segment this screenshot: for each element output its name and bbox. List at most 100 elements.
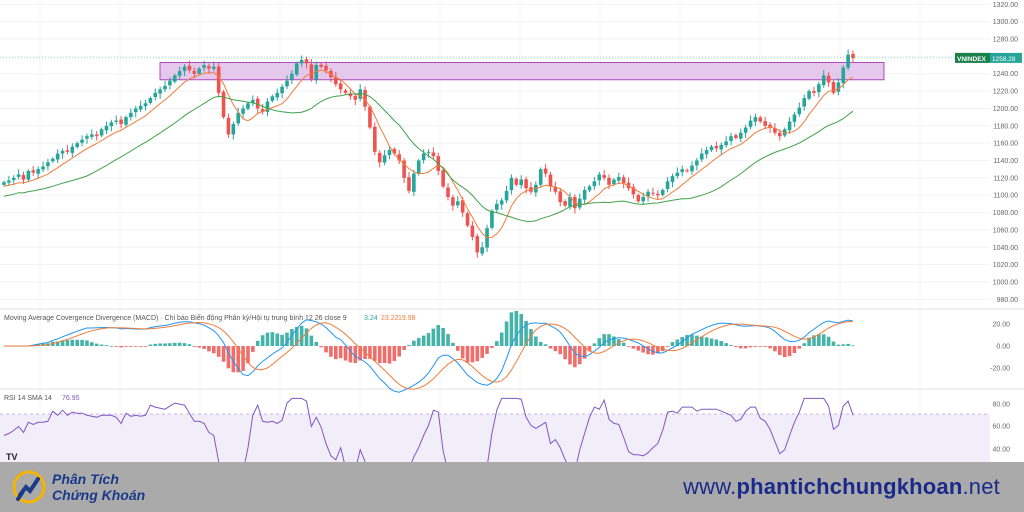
- candle-body: [7, 180, 11, 183]
- y-tick-label: 1000.00: [993, 279, 1018, 286]
- candle-body: [236, 112, 241, 124]
- macd-bar: [553, 346, 558, 352]
- rsi-tick-label: 60.00: [992, 424, 1010, 431]
- macd-bar: [729, 345, 733, 346]
- tradingview-logo: TV: [6, 452, 18, 462]
- macd-bar: [226, 346, 231, 369]
- brand-logo-icon: [12, 470, 46, 504]
- candle-body: [787, 121, 792, 131]
- macd-bar: [412, 340, 416, 346]
- candle-body: [382, 155, 387, 163]
- candle-body: [480, 247, 484, 254]
- macd-bar: [851, 345, 855, 347]
- macd-bar: [392, 346, 397, 361]
- macd-bar: [509, 312, 514, 346]
- macd-bar: [236, 346, 241, 373]
- macd-bar: [255, 340, 260, 346]
- candle-body: [90, 134, 94, 137]
- macd-bar: [290, 329, 294, 346]
- candle-body: [80, 139, 84, 143]
- macd-bar: [709, 338, 714, 346]
- candle-body: [495, 203, 499, 210]
- macd-bar: [582, 346, 587, 359]
- macd-bar: [260, 335, 265, 346]
- candle-body: [36, 169, 40, 174]
- symbol-label-bg: [955, 52, 990, 63]
- macd-bar: [543, 344, 548, 346]
- candle-body: [441, 170, 445, 187]
- macd-bar: [704, 337, 709, 346]
- candle-body: [75, 143, 79, 147]
- macd-bar: [480, 346, 484, 358]
- candle-body: [763, 121, 767, 126]
- macd-bar: [763, 346, 767, 347]
- candle-body: [660, 190, 665, 195]
- macd-bar: [285, 332, 289, 346]
- candle-body: [675, 172, 680, 177]
- macd-bar: [685, 334, 689, 346]
- candle-body: [416, 160, 421, 174]
- last-value-bg: [990, 52, 1022, 63]
- macd-bar: [241, 346, 245, 371]
- macd-bar: [231, 346, 236, 373]
- chart-area[interactable]: 1320.001300.001280.001260.001240.001220.…: [0, 0, 1024, 462]
- macd-bar: [324, 346, 328, 353]
- candle-body: [582, 190, 587, 200]
- macd-bar: [55, 341, 60, 346]
- macd-bar: [773, 346, 777, 352]
- macd-bar: [782, 346, 787, 358]
- candle-body: [734, 135, 738, 138]
- macd-bar: [129, 346, 133, 347]
- y-tick-label: 1180.00: [993, 123, 1018, 130]
- candle-body: [729, 136, 733, 142]
- macd-bar: [748, 346, 753, 348]
- macd-bar: [358, 346, 362, 361]
- candle-body: [94, 134, 99, 137]
- macd-bar: [177, 342, 182, 346]
- candle-body: [124, 117, 128, 125]
- candle-body: [670, 176, 675, 183]
- candle-body: [216, 66, 221, 93]
- macd-bar: [407, 344, 411, 346]
- candle-body: [377, 152, 382, 163]
- candle-body: [265, 101, 270, 112]
- candle-body: [143, 103, 148, 107]
- candle-body: [60, 150, 65, 154]
- candle-body: [709, 146, 714, 151]
- candle-body: [724, 141, 728, 146]
- footer-banner: Phân Tích Chứng Khoán www.phantichchungk…: [0, 462, 1024, 512]
- candle-body: [465, 213, 470, 226]
- candle-body: [665, 181, 670, 189]
- rsi-legend: RSI 14 SMA 14: [4, 395, 52, 402]
- y-tick-label: 1020.00: [993, 262, 1018, 269]
- candle-body: [778, 132, 782, 137]
- symbol-label: VNINDEX: [957, 56, 987, 63]
- candle-body: [168, 80, 172, 86]
- brand[interactable]: Phân Tích Chứng Khoán: [12, 468, 145, 506]
- macd-bar: [373, 346, 377, 361]
- macd-bar: [641, 346, 645, 353]
- macd-bar: [573, 346, 577, 368]
- site-url[interactable]: www.phantichchungkhoan.net: [683, 474, 1000, 500]
- macd-bar: [114, 346, 119, 347]
- candle-body: [294, 63, 299, 75]
- ma-slow-line: [3, 92, 854, 223]
- candle-body: [821, 75, 826, 86]
- macd-bar: [99, 344, 104, 346]
- candle-body: [231, 124, 236, 135]
- candle-body: [719, 144, 724, 150]
- candle-body: [846, 54, 850, 68]
- macd-bar: [675, 339, 680, 346]
- chart-svg[interactable]: 1320.001300.001280.001260.001240.001220.…: [0, 0, 1024, 462]
- candle-body: [260, 109, 265, 112]
- macd-bar: [465, 346, 470, 363]
- candle-body: [509, 177, 514, 191]
- y-tick-label: 980.00: [997, 297, 1019, 304]
- candle-body: [11, 177, 16, 181]
- candle-body: [182, 66, 187, 71]
- macd-bar: [670, 342, 675, 346]
- y-tick-label: 1040.00: [993, 245, 1018, 252]
- macd-bar: [304, 328, 309, 346]
- candle-body: [587, 186, 592, 191]
- macd-bar: [329, 346, 333, 357]
